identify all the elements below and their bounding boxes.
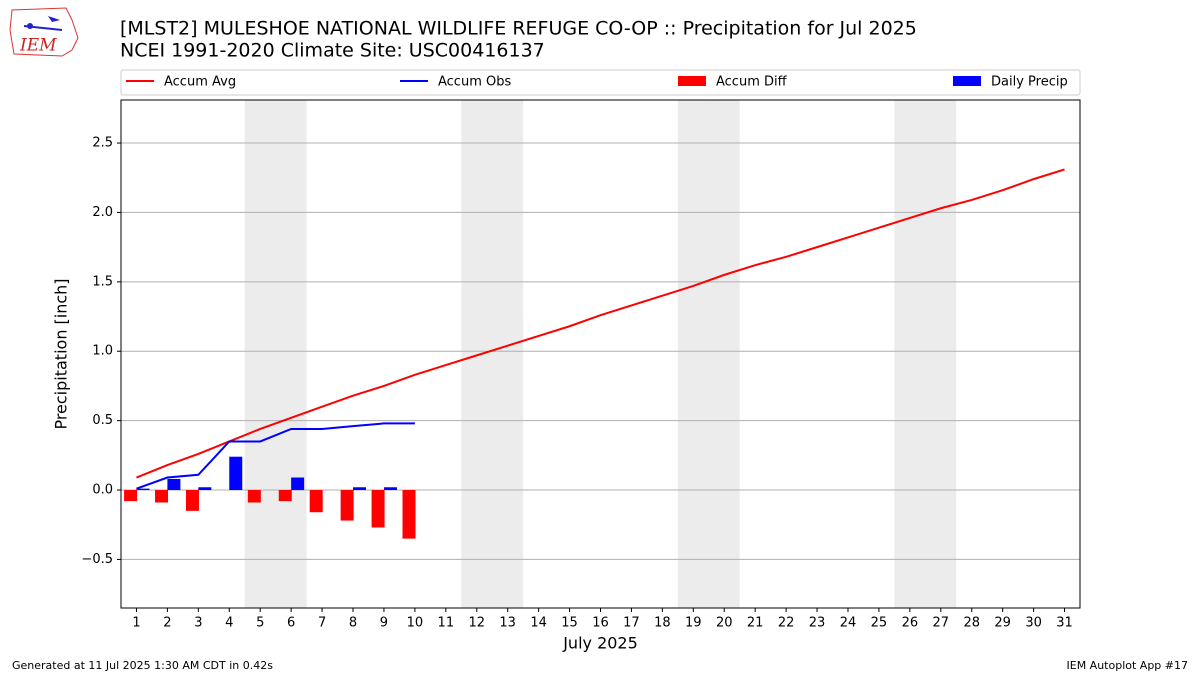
x-tick-label: 2 (163, 616, 171, 631)
chart-subtitle: NCEI 1991-2020 Climate Site: USC00416137 (120, 40, 545, 62)
bar (124, 490, 138, 502)
x-tick-label: 23 (809, 616, 826, 631)
legend-swatch (678, 76, 706, 86)
logo-text: IEM (19, 36, 57, 56)
y-tick-label: 0.0 (92, 483, 113, 498)
x-tick-label: 31 (1056, 616, 1073, 631)
legend-label: Accum Diff (716, 75, 788, 90)
x-tick-label: 30 (1025, 616, 1042, 631)
chart-title: [MLST2] MULESHOE NATIONAL WILDLIFE REFUG… (120, 18, 917, 40)
x-tick-label: 6 (287, 616, 295, 631)
x-tick-label: 20 (716, 616, 733, 631)
bar (155, 490, 169, 503)
legend-box (120, 69, 1081, 96)
logo-flag (48, 16, 60, 22)
y-tick-label: 1.5 (92, 274, 113, 289)
bar (278, 490, 292, 502)
x-tick-label: 15 (561, 616, 578, 631)
line (136, 422, 415, 490)
y-tick-label: 2.5 (92, 136, 113, 151)
shaded-span (894, 100, 957, 608)
x-tick-label: 22 (778, 616, 795, 631)
x-tick-label: 13 (499, 616, 516, 631)
legend-label: Accum Avg (164, 75, 236, 90)
x-tick-label: 8 (349, 616, 357, 631)
bar (247, 490, 261, 503)
bar (229, 456, 243, 491)
y-axis-label: Precipitation [inch] (52, 278, 71, 429)
x-axis-label: July 2025 (562, 634, 638, 653)
y-tick-label: 1.0 (92, 344, 113, 359)
bar (185, 490, 199, 511)
logo-map (9, 7, 79, 57)
bar (136, 488, 150, 491)
legend-label: Accum Obs (438, 75, 511, 90)
x-tick-label: 28 (963, 616, 980, 631)
plot-frame (120, 99, 1081, 609)
bar (167, 478, 181, 491)
x-tick-label: 17 (623, 616, 640, 631)
x-tick-label: 12 (468, 616, 485, 631)
bar (291, 477, 305, 491)
x-tick-label: 19 (685, 616, 702, 631)
bar (371, 490, 385, 528)
x-tick-label: 4 (225, 616, 233, 631)
bar (309, 490, 323, 513)
x-tick-label: 18 (654, 616, 671, 631)
logo-dot (27, 23, 33, 29)
x-tick-label: 7 (318, 616, 326, 631)
legend-swatch (953, 76, 981, 86)
x-tick-label: 25 (871, 616, 888, 631)
legend-label: Daily Precip (991, 75, 1068, 90)
logo: IEM (9, 7, 79, 57)
x-tick-label: 9 (380, 616, 388, 631)
bar (198, 487, 212, 491)
footer-right: IEM Autoplot App #17 (1067, 659, 1189, 672)
x-tick-label: 26 (902, 616, 919, 631)
x-tick-label: 10 (407, 616, 424, 631)
bar (340, 490, 354, 521)
x-tick-label: 29 (994, 616, 1011, 631)
x-tick-label: 16 (592, 616, 609, 631)
x-tick-label: 14 (530, 616, 547, 631)
footer-left: Generated at 11 Jul 2025 1:30 AM CDT in … (12, 659, 273, 672)
y-tick-label: 2.0 (92, 205, 113, 220)
shaded-span (461, 100, 524, 608)
x-tick-label: 1 (132, 616, 140, 631)
shaded-span (244, 100, 307, 608)
x-tick-label: 21 (747, 616, 764, 631)
x-tick-label: 3 (194, 616, 202, 631)
y-tick-label: −0.5 (81, 552, 113, 567)
bar (383, 487, 397, 491)
x-tick-label: 5 (256, 616, 264, 631)
x-tick-label: 11 (438, 616, 455, 631)
bar (353, 487, 367, 491)
x-tick-label: 24 (840, 616, 857, 631)
bar (402, 490, 416, 539)
y-tick-label: 0.5 (92, 413, 113, 428)
x-tick-label: 27 (933, 616, 950, 631)
shaded-span (677, 100, 740, 608)
line (136, 168, 1065, 479)
